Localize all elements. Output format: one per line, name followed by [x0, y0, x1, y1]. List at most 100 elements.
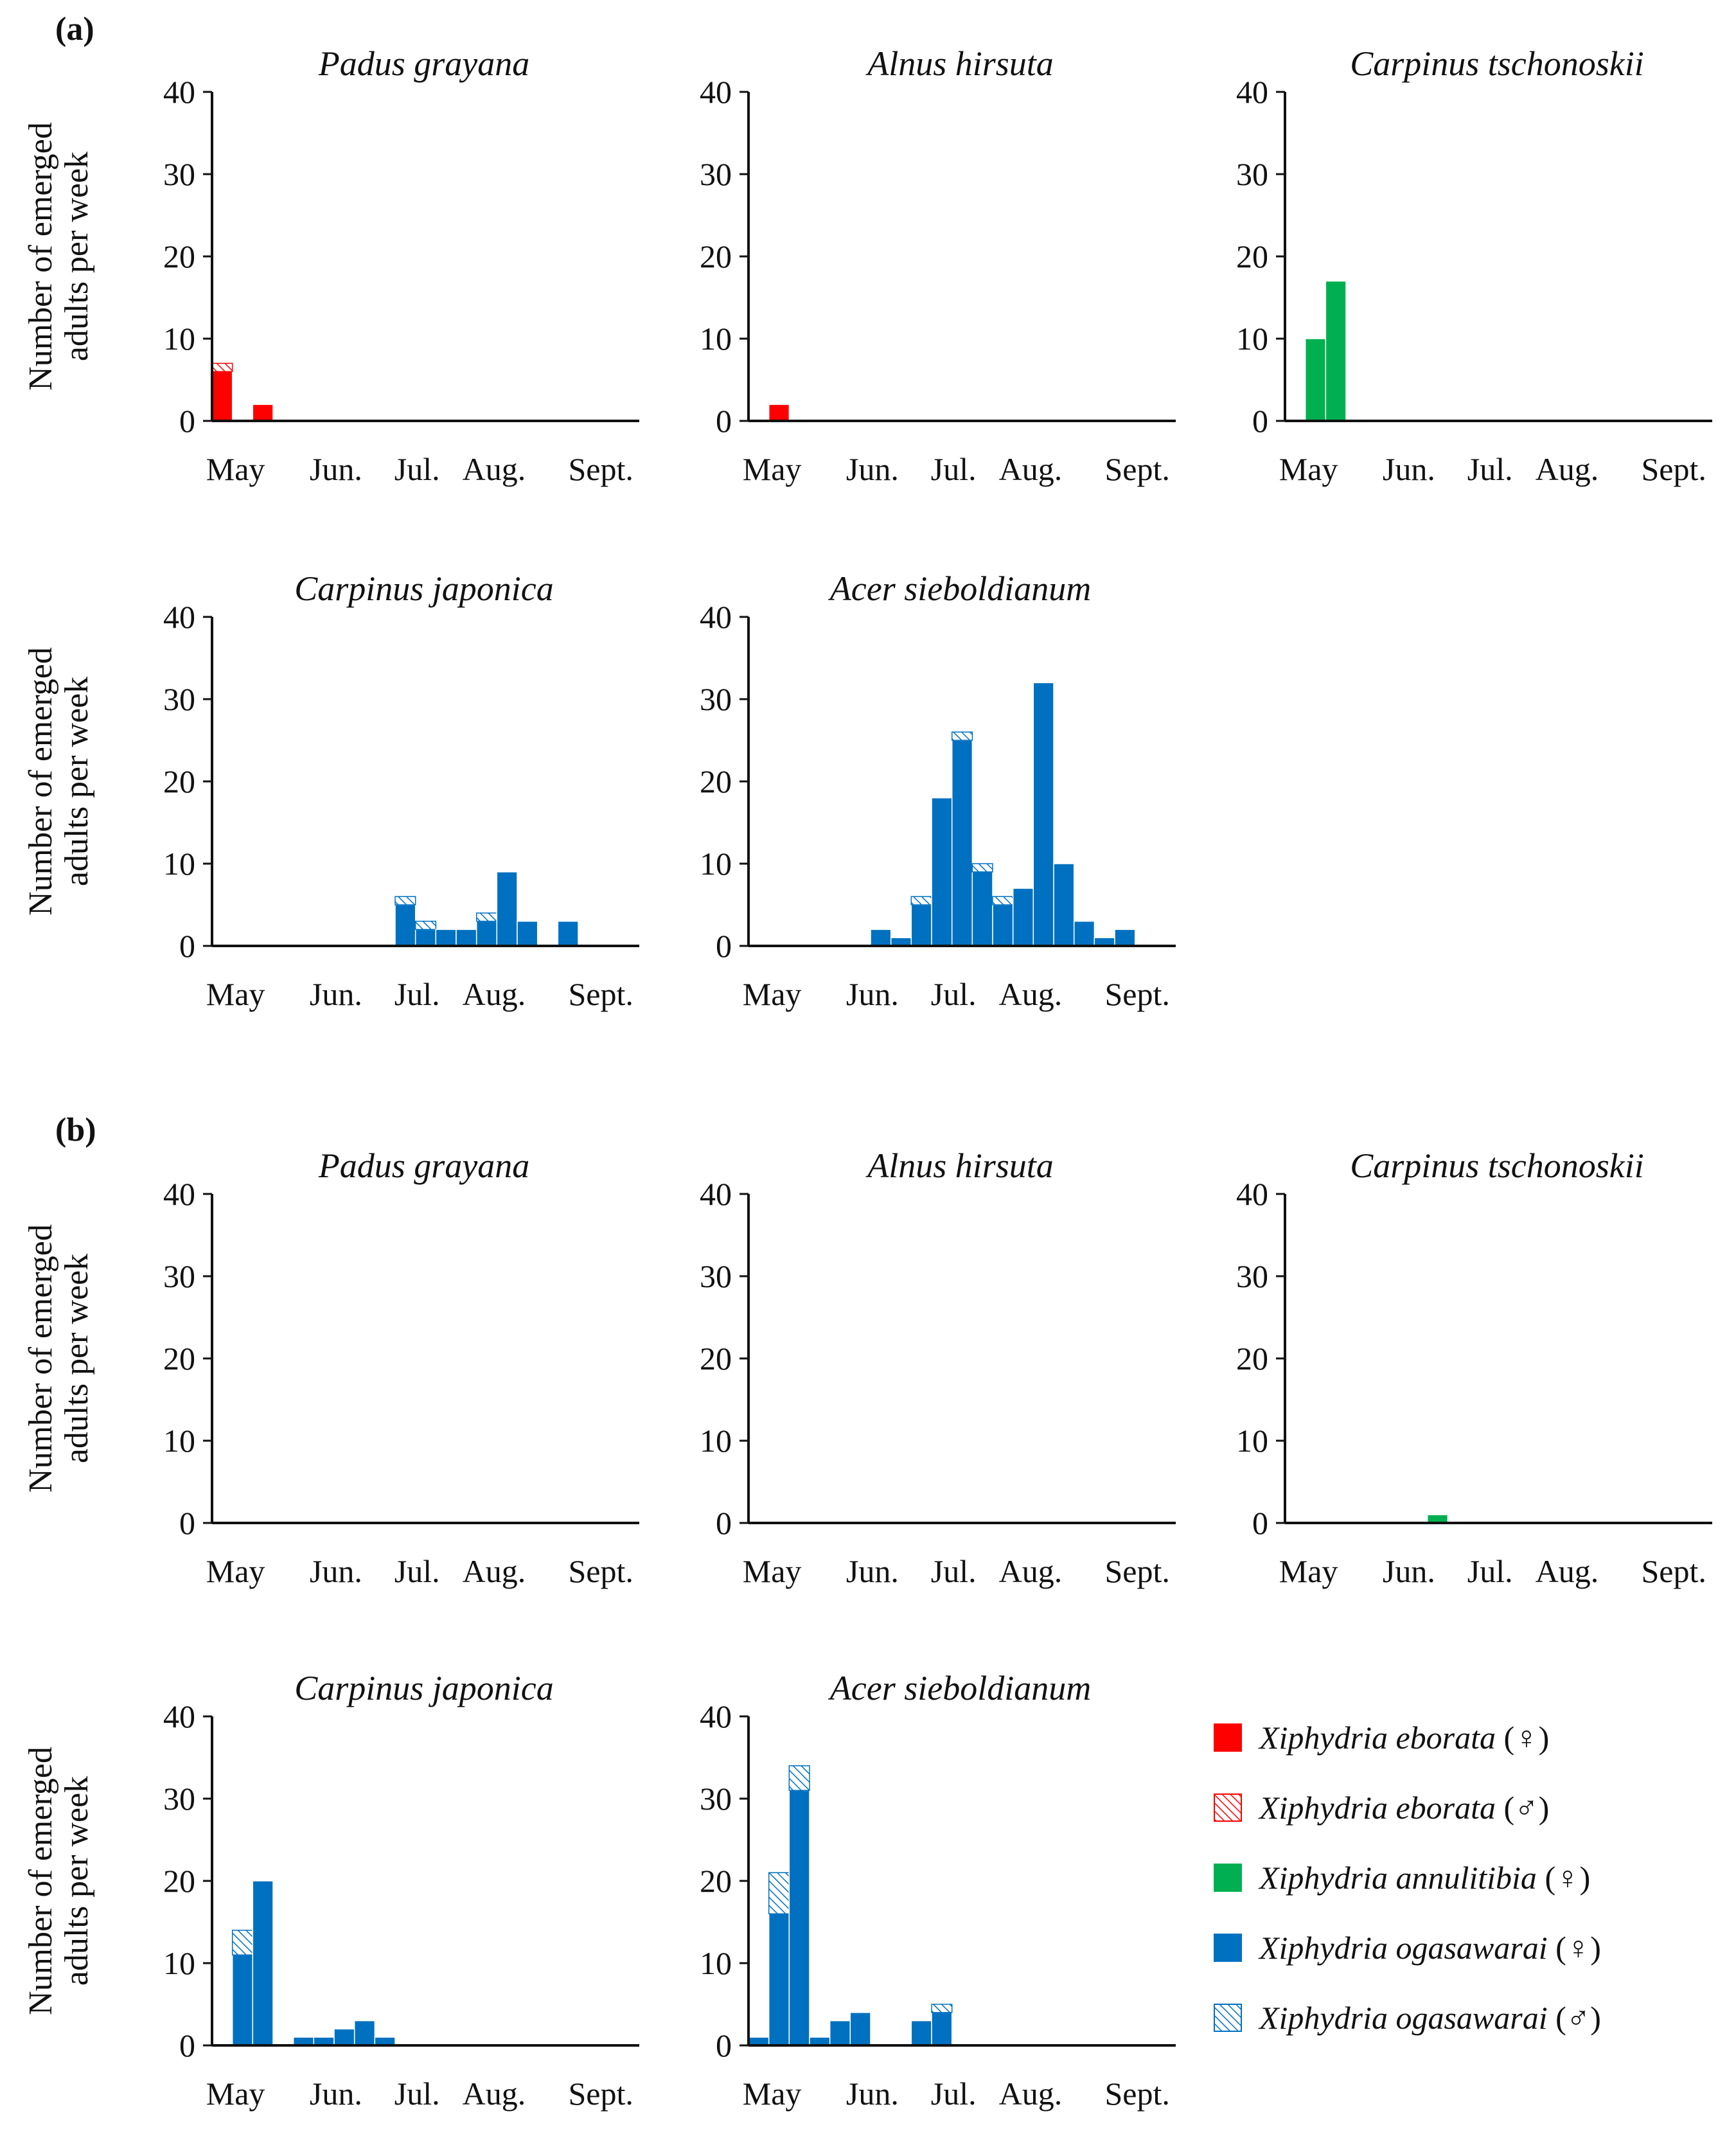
bars — [748, 1765, 953, 2046]
y-tick-label: 20 — [163, 1340, 195, 1376]
bar-male-week-10 — [931, 2004, 953, 2013]
bars — [394, 871, 579, 947]
x-tick-label: Jul. — [931, 451, 977, 487]
y-tick-label: 30 — [1236, 156, 1268, 192]
bars — [211, 362, 274, 422]
x-tick-label: May — [1279, 451, 1338, 487]
chart-alnus-hirsuta-b: Alnus hirsuta 0 10 20 30 40 May Jun. Jul. Aug. Sep… — [700, 1146, 1176, 1589]
y-tick-label: 30 — [700, 1781, 732, 1817]
y-tick-label: 40 — [163, 1176, 195, 1212]
x-tick-label: May — [206, 976, 265, 1012]
legend-swatch — [1214, 2004, 1242, 2032]
bar-male-week-2 — [768, 1872, 790, 1914]
x-tick-label: Jun. — [846, 1553, 899, 1589]
bar-female-week-2 — [768, 404, 790, 422]
y-tick-label: 10 — [163, 1423, 195, 1459]
chart-title: Carpinus japonica — [294, 569, 554, 608]
bar-female-week-2 — [231, 1954, 254, 2046]
chart-padus-grayana-b: Padus grayana 0 10 20 30 40 May Jun. Jul. Aug. Sep… — [22, 1146, 639, 1589]
y-tick-label: 0 — [716, 1505, 732, 1541]
x-tick-label: Jun. — [1383, 1553, 1435, 1589]
x-tick-label: Sept. — [1641, 1553, 1706, 1589]
legend-item: Xiphydria ogasawarai (♂) — [1214, 2000, 1601, 2036]
y-tick-label: 0 — [179, 403, 195, 439]
x-tick-label: Sept. — [1104, 2076, 1169, 2112]
y-tick-label: 10 — [700, 1945, 732, 1981]
bar-female-week-5 — [829, 2020, 851, 2046]
bar-male-week-14 — [475, 912, 498, 922]
y-tick-label: 40 — [1236, 1176, 1268, 1212]
y-tick-label: 10 — [700, 1423, 732, 1459]
y-tick-label: 0 — [716, 2027, 732, 2063]
bar-male-week-2 — [231, 1930, 254, 1955]
x-tick-label: Jun. — [1383, 451, 1435, 487]
chart-title: Carpinus tschonoskii — [1350, 1146, 1644, 1185]
legend-swatch — [1214, 1864, 1242, 1892]
chart-title: Carpinus japonica — [294, 1669, 554, 1707]
y-tick-label: 20 — [700, 238, 732, 274]
x-tick-label: May — [743, 2076, 802, 2112]
bars — [231, 1880, 396, 2046]
y-tick-label: 20 — [1236, 1340, 1268, 1376]
x-tick-label: Jul. — [931, 976, 977, 1012]
x-tick-label: Jul. — [394, 2076, 440, 2112]
bar-male-week-10 — [394, 896, 416, 905]
y-tick-label: 40 — [700, 1698, 732, 1734]
bar-female-week-15 — [1032, 682, 1054, 947]
bar-female-week-2 — [1304, 338, 1327, 422]
y-tick-label: 0 — [716, 403, 732, 439]
y-tick-label: 30 — [700, 1258, 732, 1294]
bar-female-week-8 — [353, 2020, 376, 2046]
bar-female-week-10 — [931, 2012, 953, 2046]
bar-male-week-9 — [910, 896, 932, 905]
y-tick-label: 10 — [700, 321, 732, 357]
x-tick-label: Aug. — [463, 1553, 526, 1589]
x-tick-label: Aug. — [999, 451, 1063, 487]
x-tick-label: Aug. — [999, 976, 1063, 1012]
x-tick-label: May — [743, 1553, 802, 1589]
x-tick-label: Aug. — [463, 451, 526, 487]
x-tick-label: Jun. — [310, 2076, 362, 2112]
bar-female-week-14 — [475, 920, 498, 947]
bar-male-week-13 — [992, 896, 1014, 905]
x-tick-label: Jun. — [846, 451, 899, 487]
bar-female-week-13 — [456, 929, 477, 947]
y-axis-label: Number of emergedadults per week — [22, 1747, 95, 2015]
bar-female-week-3 — [788, 1790, 810, 2046]
y-tick-label: 10 — [163, 321, 195, 357]
bar-female-week-11 — [414, 929, 437, 947]
y-tick-label: 40 — [163, 599, 195, 635]
x-tick-label: Jun. — [310, 1553, 362, 1589]
chart-alnus-hirsuta-a: Alnus hirsuta 0 10 20 30 40 May Jun. Jul. Aug. Sep… — [700, 44, 1176, 487]
x-tick-label: Aug. — [463, 2076, 526, 2112]
x-tick-label: Jul. — [1467, 1553, 1513, 1589]
x-tick-label: Jul. — [931, 2076, 977, 2112]
bar-female-week-9 — [910, 904, 932, 947]
legend-swatch — [1214, 1793, 1242, 1822]
legend: Xiphydria eborata (♀) Xiphydria eborata (… — [1214, 1720, 1601, 2036]
y-tick-label: 40 — [700, 74, 732, 110]
chart-grid: Padus grayana 0 10 20 30 40 May Jun. Jul. Aug. Sep… — [22, 44, 1712, 2112]
y-tick-label: 20 — [700, 1863, 732, 1899]
x-tick-label: May — [743, 976, 802, 1012]
x-tick-label: Sept. — [568, 2076, 633, 2112]
y-axis-label: Number of emergedadults per week — [22, 122, 95, 391]
y-tick-label: 40 — [1236, 74, 1268, 110]
x-tick-label: Jul. — [394, 1553, 440, 1589]
y-axis-label: Number of emergedadults per week — [22, 1224, 95, 1493]
y-tick-label: 0 — [179, 928, 195, 964]
x-tick-label: May — [206, 2076, 265, 2112]
bar-female-week-16 — [517, 920, 538, 947]
chart-title: Alnus hirsuta — [865, 44, 1054, 83]
legend-item: Xiphydria annulitibia (♀) — [1214, 1860, 1590, 1896]
x-tick-label: Aug. — [1536, 451, 1599, 487]
x-tick-label: Jul. — [1467, 451, 1513, 487]
bar-female-week-17 — [1073, 920, 1095, 947]
y-axis-label: Number of emergedadults per week — [22, 647, 95, 916]
y-tick-label: 10 — [1236, 321, 1268, 357]
legend-item: Xiphydria eborata (♂) — [1214, 1790, 1549, 1826]
chart-title: Padus grayana — [318, 1146, 529, 1185]
x-tick-label: Jun. — [846, 2076, 899, 2112]
y-tick-label: 10 — [163, 846, 195, 882]
chart-carpinus-japonica-b: Carpinus japonica 0 10 20 30 40 May Jun. Jul. Aug… — [22, 1669, 639, 2112]
